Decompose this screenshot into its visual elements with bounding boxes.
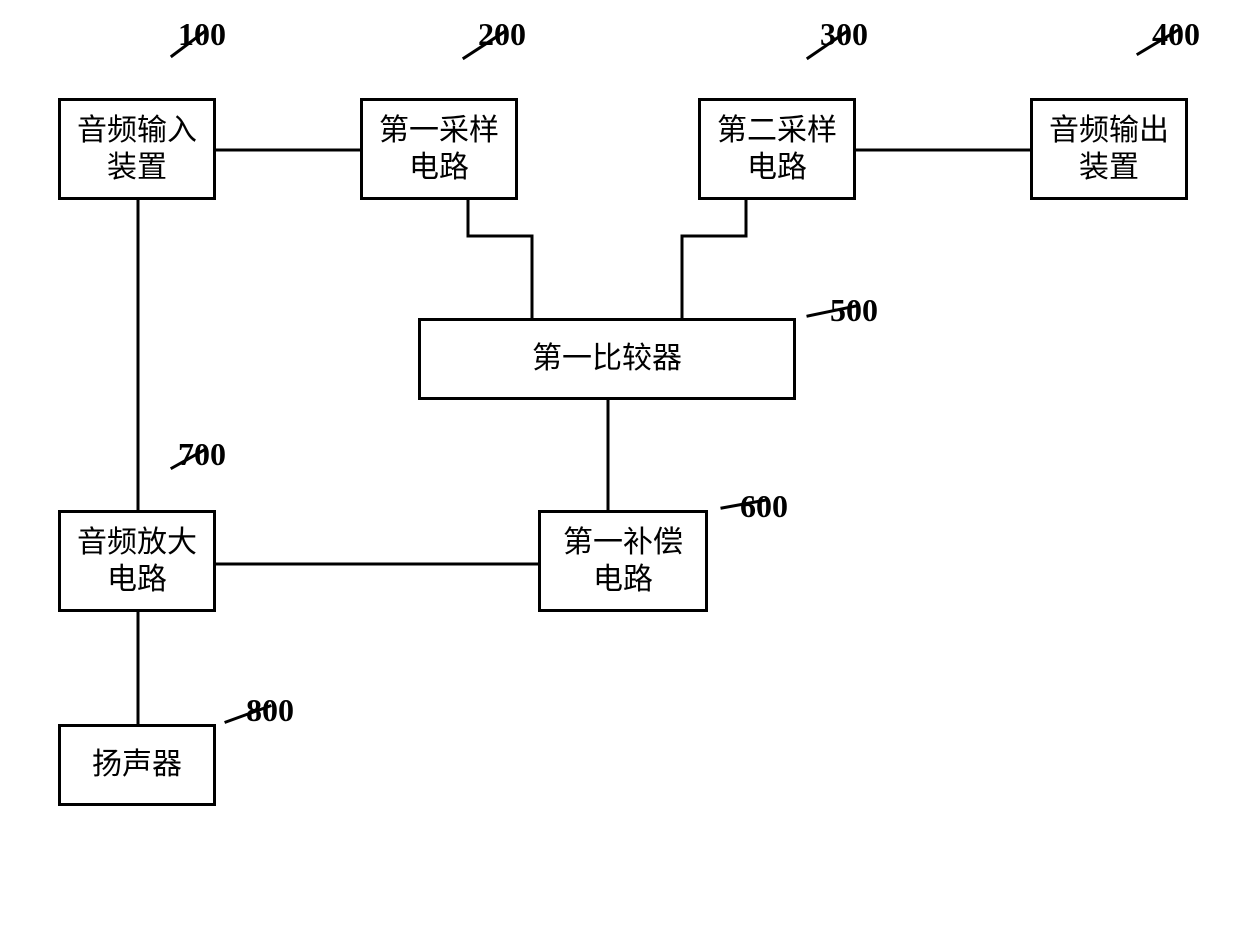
ref-label: 800 — [246, 692, 294, 729]
node-audio-input: 音频输入 装置 — [58, 98, 216, 200]
node-label: 音频放大 电路 — [77, 524, 197, 599]
node-label: 第一比较器 — [532, 340, 682, 378]
node-audio-amplifier: 音频放大 电路 — [58, 510, 216, 612]
ref-label: 200 — [478, 16, 526, 53]
node-label: 第二采样 电路 — [717, 112, 837, 187]
ref-label: 600 — [740, 488, 788, 525]
node-label: 第一补偿 电路 — [563, 524, 683, 599]
node-label: 音频输入 装置 — [77, 112, 197, 187]
ref-label: 100 — [178, 16, 226, 53]
node-first-comparator: 第一比较器 — [418, 318, 796, 400]
ref-label: 500 — [830, 292, 878, 329]
diagram-canvas: 音频输入 装置 第一采样 电路 第二采样 电路 音频输出 装置 第一比较器 第一… — [0, 0, 1240, 928]
ref-label: 300 — [820, 16, 868, 53]
node-label: 音频输出 装置 — [1049, 112, 1169, 187]
node-label: 第一采样 电路 — [379, 112, 499, 187]
ref-label: 700 — [178, 436, 226, 473]
node-label: 扬声器 — [92, 746, 182, 784]
node-first-sampling: 第一采样 电路 — [360, 98, 518, 200]
node-first-compensation: 第一补偿 电路 — [538, 510, 708, 612]
node-audio-output: 音频输出 装置 — [1030, 98, 1188, 200]
node-speaker: 扬声器 — [58, 724, 216, 806]
node-second-sampling: 第二采样 电路 — [698, 98, 856, 200]
ref-label: 400 — [1152, 16, 1200, 53]
